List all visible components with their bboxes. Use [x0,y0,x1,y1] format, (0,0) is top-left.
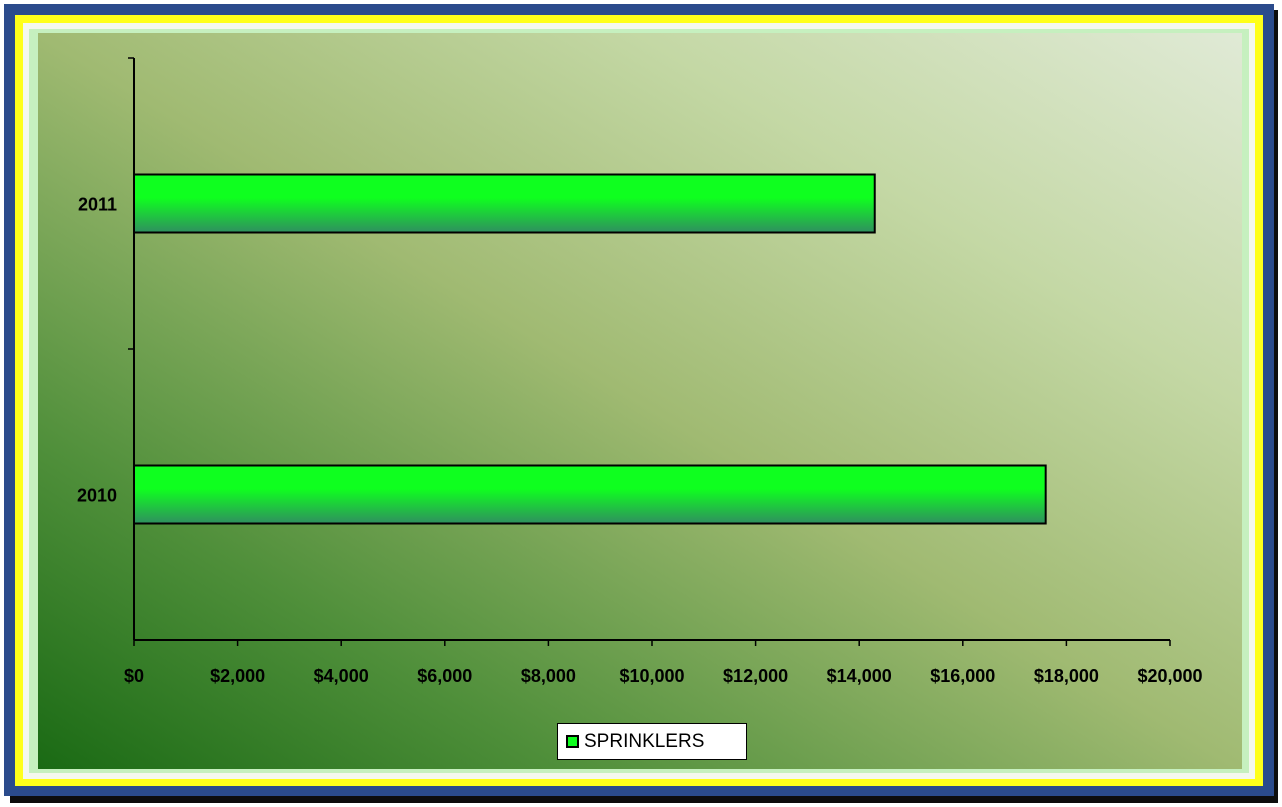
x-tick-label: $12,000 [723,666,788,686]
y-tick-label-2011: 2011 [78,195,117,215]
x-tick-label: $18,000 [1034,666,1099,686]
legend-swatch-sprinklers [566,735,579,748]
legend: SPRINKLERS [557,723,747,760]
axes-layer [128,57,1171,646]
bars-layer [133,173,1047,525]
bar-2011 [133,173,876,234]
y-tick-label-2010: 2010 [77,486,117,506]
x-tick-label: $4,000 [314,666,369,686]
x-tick-label: $10,000 [619,666,684,686]
x-tick-label: $6,000 [417,666,472,686]
x-tick-label: $20,000 [1137,666,1202,686]
x-tick-label: $2,000 [210,666,265,686]
legend-label-sprinklers: SPRINKLERS [584,730,705,752]
x-tick-label: $8,000 [521,666,576,686]
bar-2010 [133,464,1047,525]
x-tick-label: $0 [124,666,144,686]
labels-layer: 2011 2010 $0 $2,000 $4,000 $6,000 $8,000 $10,00… [77,195,1203,687]
x-tick-label: $14,000 [827,666,892,686]
x-tick-label: $16,000 [930,666,995,686]
chart-area [38,33,1242,769]
